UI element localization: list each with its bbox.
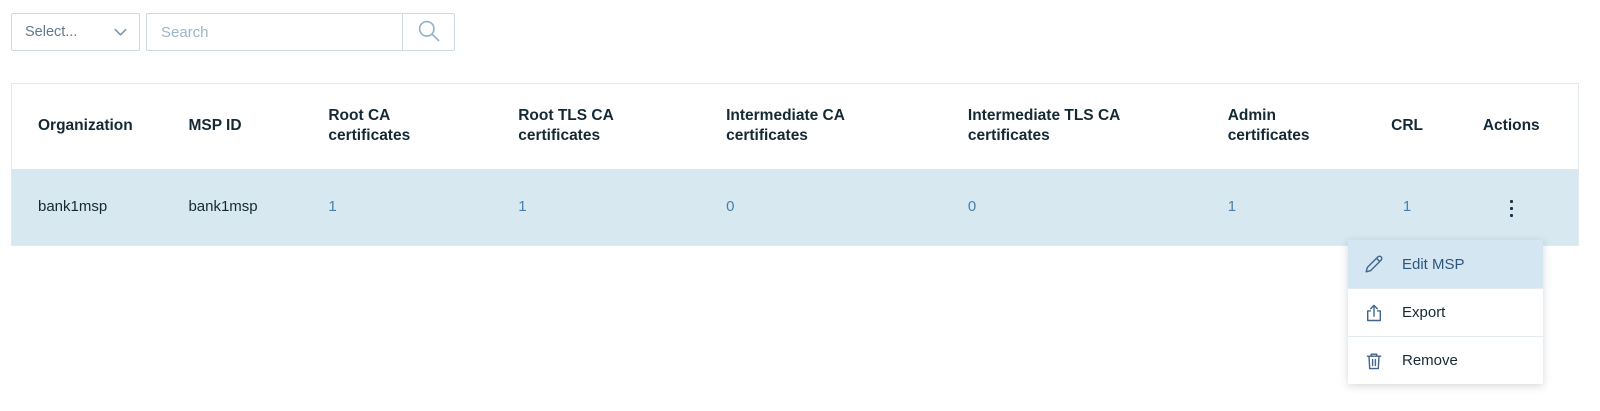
col-header-organization: Organization: [11, 83, 176, 169]
menu-item-label: Edit MSP: [1402, 255, 1465, 273]
col-header-admin-certificates: Admin certificates: [1214, 83, 1370, 169]
cell-root-tls-ca-certificates[interactable]: 1: [505, 169, 713, 246]
trash-icon: [1363, 350, 1385, 372]
col-header-msp-id: MSP ID: [175, 83, 316, 169]
table-row[interactable]: bank1msp bank1msp 1 1 0 0 1 1: [11, 168, 1579, 246]
intermediate-ca-count-link[interactable]: 0: [726, 198, 735, 216]
col-header-intermediate-ca-certificates: Intermediate CA certificates: [713, 83, 955, 169]
cell-crl[interactable]: 1: [1370, 169, 1445, 246]
col-header-actions: Actions: [1444, 83, 1579, 169]
cell-intermediate-tls-ca-certificates[interactable]: 0: [955, 169, 1215, 246]
crl-count-link[interactable]: 1: [1402, 198, 1412, 216]
kebab-menu-icon[interactable]: [1500, 194, 1524, 224]
search-input[interactable]: [147, 14, 402, 50]
col-header-root-tls-ca-certificates: Root TLS CA certificates: [505, 83, 714, 169]
pencil-icon: [1363, 253, 1385, 275]
msp-table: Organization MSP ID Root CA certificates…: [11, 83, 1579, 246]
menu-item-label: Export: [1402, 304, 1446, 321]
cell-root-ca-certificates[interactable]: 1: [315, 169, 505, 246]
root-tls-ca-count-link[interactable]: 1: [518, 198, 527, 216]
menu-item-edit-msp[interactable]: Edit MSP: [1348, 240, 1543, 288]
search-icon: [416, 18, 441, 46]
col-header-root-ca-certificates: Root CA certificates: [315, 83, 506, 169]
menu-item-remove[interactable]: Remove: [1348, 336, 1543, 384]
col-header-crl: CRL: [1369, 83, 1445, 169]
toolbar: Select...: [11, 13, 455, 51]
admin-certificates-count-link[interactable]: 1: [1227, 198, 1237, 216]
search-button[interactable]: [402, 14, 454, 50]
cell-intermediate-ca-certificates[interactable]: 0: [713, 169, 955, 246]
filter-select[interactable]: Select...: [11, 13, 140, 51]
cell-admin-certificates[interactable]: 1: [1215, 169, 1370, 246]
cell-organization: bank1msp: [38, 198, 108, 216]
table-header-row: Organization MSP ID Root CA certificates…: [11, 83, 1579, 169]
menu-item-export[interactable]: Export: [1348, 288, 1543, 336]
filter-select-value: Select...: [25, 24, 78, 40]
cell-msp-id: bank1msp: [188, 198, 258, 216]
export-icon: [1363, 302, 1385, 324]
cell-actions: [1445, 169, 1579, 246]
root-ca-count-link[interactable]: 1: [328, 198, 337, 216]
col-header-intermediate-tls-ca-certificates: Intermediate TLS CA certificates: [954, 83, 1215, 169]
chevron-down-icon: [114, 28, 127, 37]
search-box: [146, 13, 455, 51]
menu-item-label: Remove: [1402, 352, 1458, 369]
intermediate-tls-ca-count-link[interactable]: 0: [967, 198, 977, 216]
row-actions-menu: Edit MSP Export Remove: [1348, 240, 1543, 384]
